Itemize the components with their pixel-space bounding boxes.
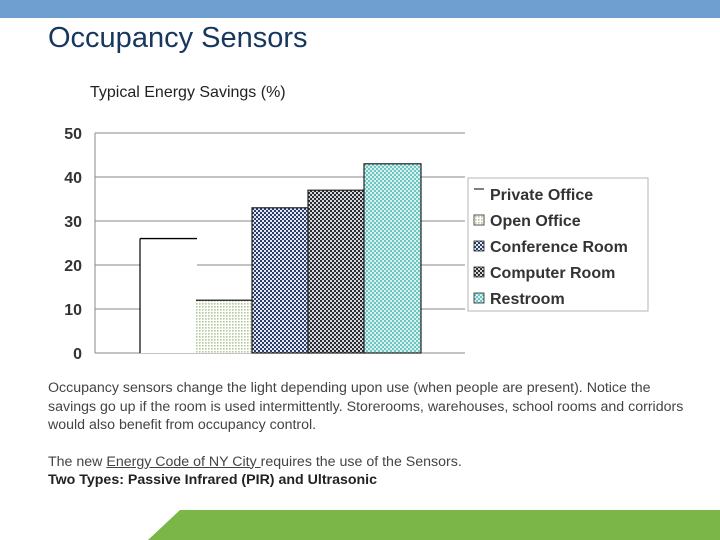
slide-title: Occupancy Sensors — [48, 22, 308, 54]
sensor-types-text: Two Types: Passive Infrared (PIR) and Ul… — [48, 472, 378, 488]
legend-label: Open Office — [490, 213, 581, 230]
y-tick-label: 30 — [64, 214, 82, 231]
legend-swatch — [474, 189, 484, 199]
energy-savings-chart: 0 10 20 30 40 50 Private Office Open Office Con… — [64, 126, 649, 363]
energy-code-suffix: requires the use of the Sensors. — [260, 453, 462, 470]
legend-label: Conference Room — [490, 239, 628, 256]
legend-swatch — [473, 240, 485, 252]
legend-swatch — [473, 266, 485, 278]
energy-code-link[interactable]: Energy Code of NY City — [106, 453, 261, 470]
legend-label: Private Office — [490, 187, 593, 204]
bars — [139, 163, 422, 354]
y-tick-label: 40 — [64, 170, 82, 187]
bar — [196, 300, 253, 353]
legend-label: Restroom — [490, 291, 565, 308]
top-accent-bar — [0, 0, 720, 18]
bar — [140, 238, 197, 353]
y-tick-label: 0 — [73, 346, 82, 363]
legend-swatch — [473, 214, 485, 226]
y-tick-labels: 0 10 20 30 40 50 — [64, 126, 82, 363]
paragraph-energy-code: The new Energy Code of NY City requires … — [48, 453, 688, 472]
legend-swatch — [473, 292, 485, 304]
bar — [307, 189, 366, 354]
bottom-green-band — [148, 510, 720, 540]
legend-label: Computer Room — [490, 265, 615, 282]
bar — [363, 163, 422, 354]
slide-body: Occupancy sensors change the light depen… — [48, 379, 688, 490]
y-tick-label: 50 — [64, 126, 82, 143]
legend-box — [467, 177, 649, 312]
legend: Private Office Open Office Conference Room… — [467, 177, 649, 312]
paragraph-occupancy: Occupancy sensors change the light depen… — [48, 380, 684, 433]
bar — [251, 207, 310, 354]
y-tick-label: 20 — [64, 258, 82, 275]
y-tick-label: 10 — [64, 302, 82, 319]
chart-title: Typical Energy Savings (%) — [90, 84, 286, 101]
energy-code-prefix: The new — [48, 453, 107, 470]
